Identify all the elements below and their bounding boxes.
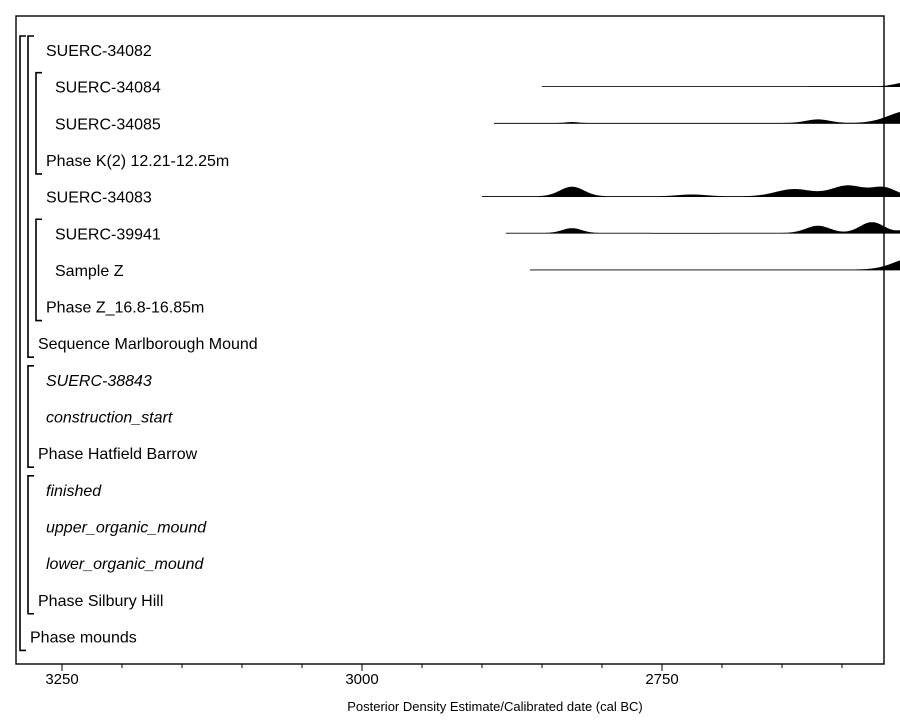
phase-bracket: [35, 71, 42, 175]
row: Sequence Marlborough Mound: [38, 336, 258, 353]
x-tick-label: 3250: [45, 671, 78, 688]
row: SUERC-34082: [46, 43, 152, 60]
row-label: lower_organic_mound: [46, 556, 205, 573]
row: SUERC-34085: [55, 111, 900, 133]
row-label: Phase Silbury Hill: [38, 593, 163, 610]
row-label: finished: [46, 483, 102, 500]
row: Phase Z_16.8-16.85m: [46, 300, 204, 317]
row: construction_start: [46, 410, 173, 427]
posterior-density: [494, 111, 900, 124]
row-label: SUERC-34082: [46, 43, 152, 60]
x-axis-title: Posterior Density Estimate/Calibrated da…: [347, 699, 643, 714]
phase-bracket: [35, 218, 42, 322]
row: upper_organic_mound: [46, 519, 207, 536]
phase-bracket: [27, 35, 34, 358]
x-tick-label: 3000: [345, 671, 378, 688]
row-label: Phase K(2) 12.21-12.25m: [46, 153, 229, 170]
row-label: Sequence Marlborough Mound: [38, 336, 258, 353]
row-label: SUERC-39941: [55, 226, 161, 243]
posterior-density: [482, 185, 900, 197]
row: SUERC-39941: [55, 222, 900, 243]
posterior-density: [505, 222, 900, 234]
row: Phase Hatfield Barrow: [38, 446, 198, 463]
phase-bracket: [27, 365, 34, 468]
row-label: Phase mounds: [30, 629, 137, 646]
row: Phase K(2) 12.21-12.25m: [46, 153, 229, 170]
x-axis: 325030002750250022502000: [45, 664, 843, 688]
row-label: SUERC-34083: [46, 190, 152, 207]
row-label: SUERC-34084: [55, 80, 161, 97]
row: Sample Z: [55, 260, 900, 280]
plot-frame: [15, 15, 885, 665]
row: SUERC-34084: [55, 80, 900, 97]
row-label: SUERC-34085: [55, 116, 161, 133]
row: finished: [46, 483, 102, 500]
distribution-rows: SUERC-34082 SUERC-34084 SUERC-34085 Phase K…: [30, 43, 900, 646]
row: SUERC-38843: [46, 373, 152, 390]
row: SUERC-34083: [46, 185, 900, 207]
row-label: Sample Z: [55, 263, 124, 280]
row-label: SUERC-38843: [46, 373, 152, 390]
row-label: upper_organic_mound: [46, 519, 207, 536]
row-label: construction_start: [46, 410, 173, 427]
phase-bracket: [27, 475, 34, 615]
row: Phase Silbury Hill: [38, 593, 163, 610]
row-label: Phase Z_16.8-16.85m: [46, 300, 204, 317]
row-label: Phase Hatfield Barrow: [38, 446, 198, 463]
phase-bracket: [19, 35, 26, 652]
phase-brackets: [19, 35, 42, 652]
row: lower_organic_mound: [46, 556, 205, 573]
x-tick-label: 2750: [645, 671, 678, 688]
row: Phase mounds: [30, 629, 137, 646]
posterior-density: [530, 260, 900, 271]
posterior-density: [541, 82, 900, 87]
